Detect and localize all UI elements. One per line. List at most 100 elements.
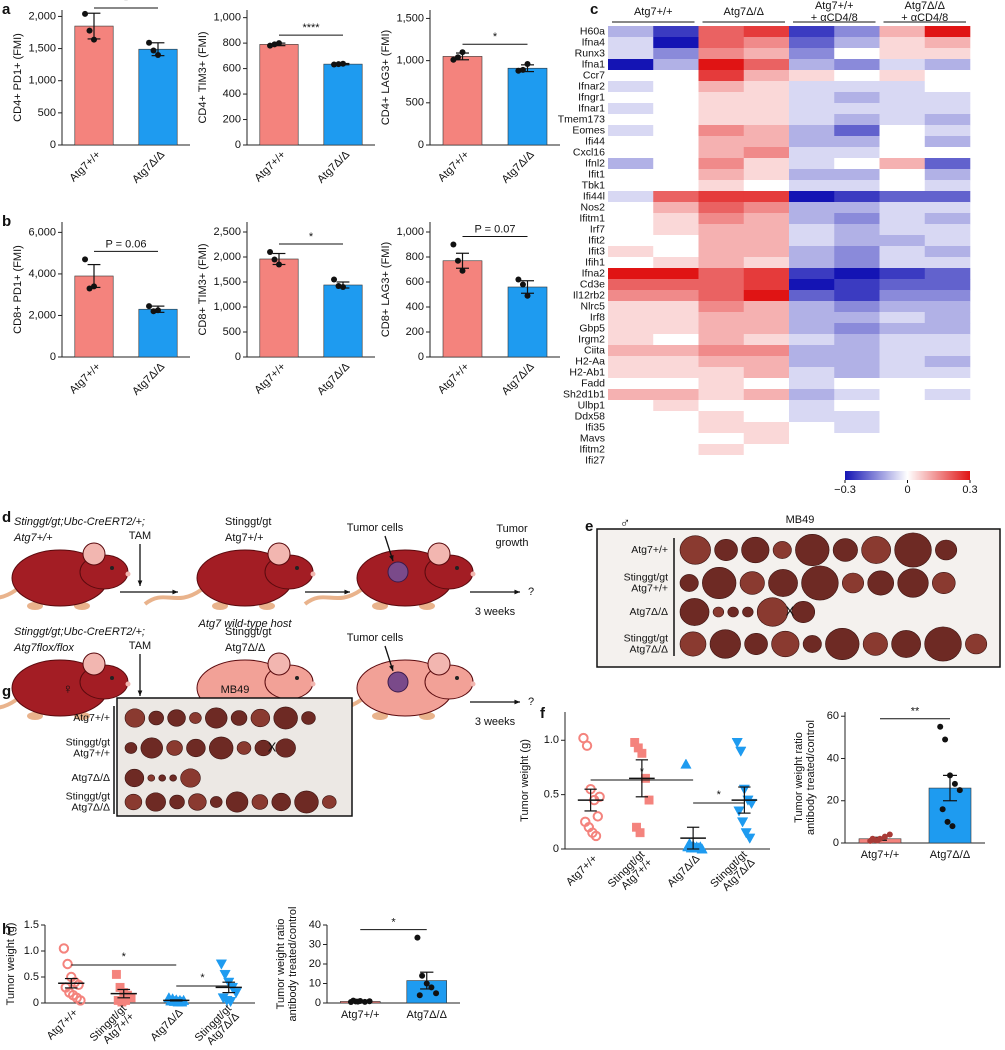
heatmap-cell xyxy=(924,301,971,313)
heatmap-cell xyxy=(698,125,745,137)
bar xyxy=(74,275,114,358)
heatmap-cell xyxy=(834,422,880,434)
heatmap-cell xyxy=(608,301,654,313)
heatmap-cell xyxy=(924,191,971,203)
heatmap-cell xyxy=(834,356,880,368)
heatmap-cell xyxy=(879,312,926,324)
significance-label: * xyxy=(493,31,498,43)
heatmap-cell xyxy=(698,389,745,401)
x-tick-label: Atg7Δ/Δ xyxy=(407,1009,448,1021)
y-tick-label: 500 xyxy=(38,107,56,119)
heatmap-cell xyxy=(608,279,654,291)
data-point xyxy=(331,276,338,283)
significance-label: * xyxy=(640,766,645,778)
heatmap-cell xyxy=(834,312,880,324)
significance-label: * xyxy=(309,231,314,243)
y-tick-label: 1,500 xyxy=(28,42,56,54)
photo-row-label: Stinggt/gt xyxy=(624,571,668,583)
heatmap-cell xyxy=(743,114,790,126)
heatmap-cell xyxy=(879,400,926,412)
mouse-nose xyxy=(470,571,476,577)
bar xyxy=(442,260,483,358)
heatmap-cell xyxy=(879,158,926,170)
tumor xyxy=(772,541,792,559)
mouse xyxy=(0,542,131,610)
heatmap-cell xyxy=(608,81,654,93)
heatmap-cell xyxy=(789,202,835,214)
heatmap-cell xyxy=(653,158,699,170)
photo-row-label: Atg7Δ/Δ xyxy=(629,643,668,655)
duration-label: 3 weeks xyxy=(475,716,516,728)
column-group-label: Atg7Δ/Δ xyxy=(905,0,946,12)
heatmap-cell xyxy=(608,202,654,214)
row-label: Mavs xyxy=(580,432,605,444)
heatmap-cell xyxy=(698,312,745,324)
row-label: Cxcl16 xyxy=(573,146,605,158)
heatmap-cell xyxy=(653,389,699,401)
tumor xyxy=(294,790,319,814)
row-label: Ifi44l xyxy=(583,190,605,202)
heatmap-cell xyxy=(789,158,835,170)
x-tick-label: Atg7Δ/Δ xyxy=(930,849,971,861)
heatmap-cell xyxy=(879,180,926,192)
heatmap-cell xyxy=(743,147,790,159)
data-point xyxy=(111,969,121,979)
heatmap-cell xyxy=(698,290,745,302)
tumor xyxy=(166,740,183,756)
heatmap-cell xyxy=(879,433,926,445)
sex-symbol: ♀ xyxy=(63,681,74,697)
heatmap-cell xyxy=(879,345,926,357)
x-tick-group: Atg7Δ/Δ xyxy=(500,360,537,397)
mouse-nose xyxy=(310,681,316,687)
data-point xyxy=(450,241,457,248)
data-point xyxy=(423,980,430,987)
heatmap-cell xyxy=(608,70,654,82)
significance-label: P = 0.06 xyxy=(105,238,146,250)
heatmap-cell xyxy=(698,268,745,280)
x-tick-label: Atg7Δ/Δ xyxy=(148,1006,185,1043)
duration-label: 3 weeks xyxy=(475,606,516,618)
row-label: Cd3e xyxy=(580,278,605,290)
heatmap-cell xyxy=(834,345,880,357)
heatmap-cell xyxy=(653,279,699,291)
row-label: Irf8 xyxy=(590,311,605,323)
heatmap-cell xyxy=(879,147,926,159)
y-axis-title: Tumor weight (g) xyxy=(5,923,17,1006)
tumor xyxy=(271,792,291,812)
heatmap-cell xyxy=(879,59,926,71)
heatmap-cell xyxy=(743,92,790,104)
row-label: Nos2 xyxy=(580,201,605,213)
data-point xyxy=(937,723,944,730)
heatmap-cell xyxy=(608,246,654,258)
heatmap-cell xyxy=(834,279,880,291)
bar xyxy=(442,56,483,146)
y-tick-label: 0 xyxy=(33,997,39,1009)
heatmap-cell xyxy=(698,70,745,82)
heatmap-cell xyxy=(834,444,880,456)
row-label: Gbp5 xyxy=(579,322,605,334)
heatmap-cell xyxy=(879,334,926,346)
heatmap-cell xyxy=(834,169,880,181)
data-point xyxy=(366,998,373,1005)
heatmap-cell xyxy=(653,433,699,445)
heatmap-cell xyxy=(608,378,654,390)
x-tick-group: Atg7Δ/Δ xyxy=(130,148,167,185)
y-axis-title: CD4+ PD1+ (FMI) xyxy=(12,33,24,122)
tumor xyxy=(841,572,865,594)
data-point xyxy=(459,267,466,274)
data-point xyxy=(644,795,654,805)
significance-label: * xyxy=(122,951,127,963)
heatmap-cell xyxy=(879,136,926,148)
heatmap-cell xyxy=(789,334,835,346)
data-point xyxy=(146,303,153,310)
heatmap-cell xyxy=(698,48,745,60)
photo-row-label: Atg7+/+ xyxy=(73,712,110,724)
data-point xyxy=(150,47,157,54)
heatmap-cell xyxy=(924,389,971,401)
treatment-label: TAM xyxy=(129,530,151,542)
heatmap-cell xyxy=(924,92,971,104)
heatmap-cell xyxy=(789,312,835,324)
x-tick-label: Atg7Δ/Δ xyxy=(315,148,352,185)
heatmap-cell xyxy=(879,224,926,236)
heatmap-cell xyxy=(924,312,971,324)
